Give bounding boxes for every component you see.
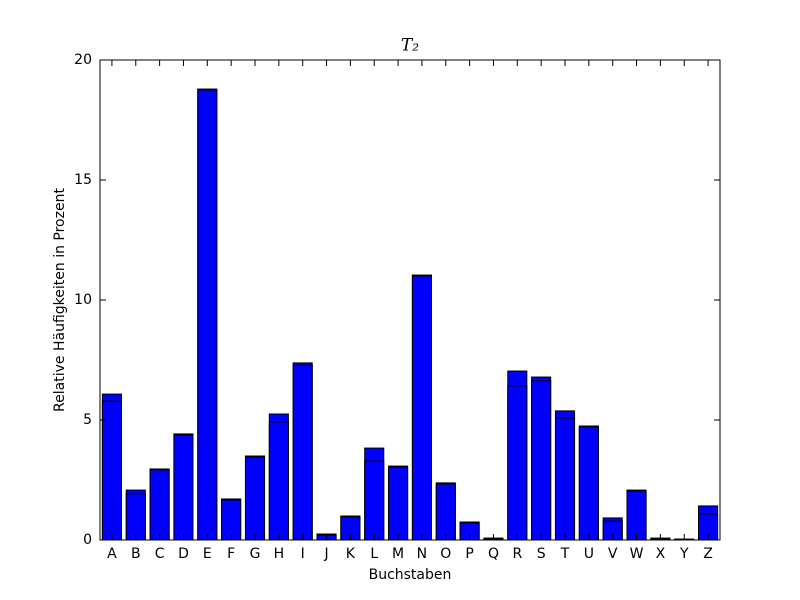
x-tick-label: I — [301, 546, 305, 562]
bar — [173, 434, 194, 541]
bar — [554, 417, 576, 541]
plot-frame — [99, 59, 721, 541]
x-tick-label: E — [203, 546, 212, 562]
x-tick-label: B — [131, 546, 141, 562]
bar — [197, 89, 218, 541]
x-axis-label: Buchstaben — [369, 567, 452, 583]
chart-title: T₂ — [401, 36, 419, 56]
bar — [578, 426, 599, 541]
x-tick-label: O — [440, 546, 451, 562]
bar — [435, 483, 456, 541]
bar — [626, 490, 647, 541]
x-tick-label: V — [608, 546, 618, 562]
y-axis-label: Relative Häufigkeiten in Prozent — [52, 188, 68, 412]
x-tick-label: U — [584, 546, 594, 562]
x-tick-label: J — [323, 546, 328, 562]
x-tick-label: D — [178, 546, 189, 562]
x-tick-label: H — [274, 546, 285, 562]
bar — [531, 380, 552, 541]
y-tick-label: 10 — [74, 292, 92, 308]
bar — [244, 456, 266, 541]
y-tick-label: 20 — [74, 52, 92, 68]
bar — [221, 499, 242, 541]
bar — [364, 460, 385, 541]
bar — [101, 400, 122, 541]
x-tick-label: Q — [488, 546, 499, 562]
bar — [292, 364, 313, 541]
bar — [268, 421, 289, 541]
x-tick-label: P — [465, 546, 473, 562]
x-tick-label: M — [392, 546, 404, 562]
x-tick-label: Y — [679, 546, 689, 562]
x-tick-label: A — [107, 546, 117, 562]
bar — [388, 466, 409, 541]
y-tick-label: 5 — [83, 412, 92, 428]
bar — [125, 493, 146, 541]
x-tick-label: X — [656, 546, 666, 562]
x-tick-label: W — [630, 546, 644, 562]
x-tick-label: K — [346, 546, 356, 562]
x-tick-label: G — [250, 546, 261, 562]
x-tick-label: L — [370, 546, 378, 562]
x-tick-label: F — [227, 546, 235, 562]
x-tick-label: Z — [703, 546, 713, 562]
y-tick-label: 0 — [83, 532, 92, 548]
x-tick-label: S — [537, 546, 546, 562]
bar — [149, 469, 170, 541]
y-tick-label: 15 — [74, 172, 92, 188]
x-tick-label: N — [417, 546, 427, 562]
x-tick-label: C — [155, 546, 165, 562]
bar — [507, 385, 528, 541]
x-tick-label: T — [560, 546, 570, 562]
bar — [411, 275, 432, 541]
x-tick-label: R — [512, 546, 522, 562]
